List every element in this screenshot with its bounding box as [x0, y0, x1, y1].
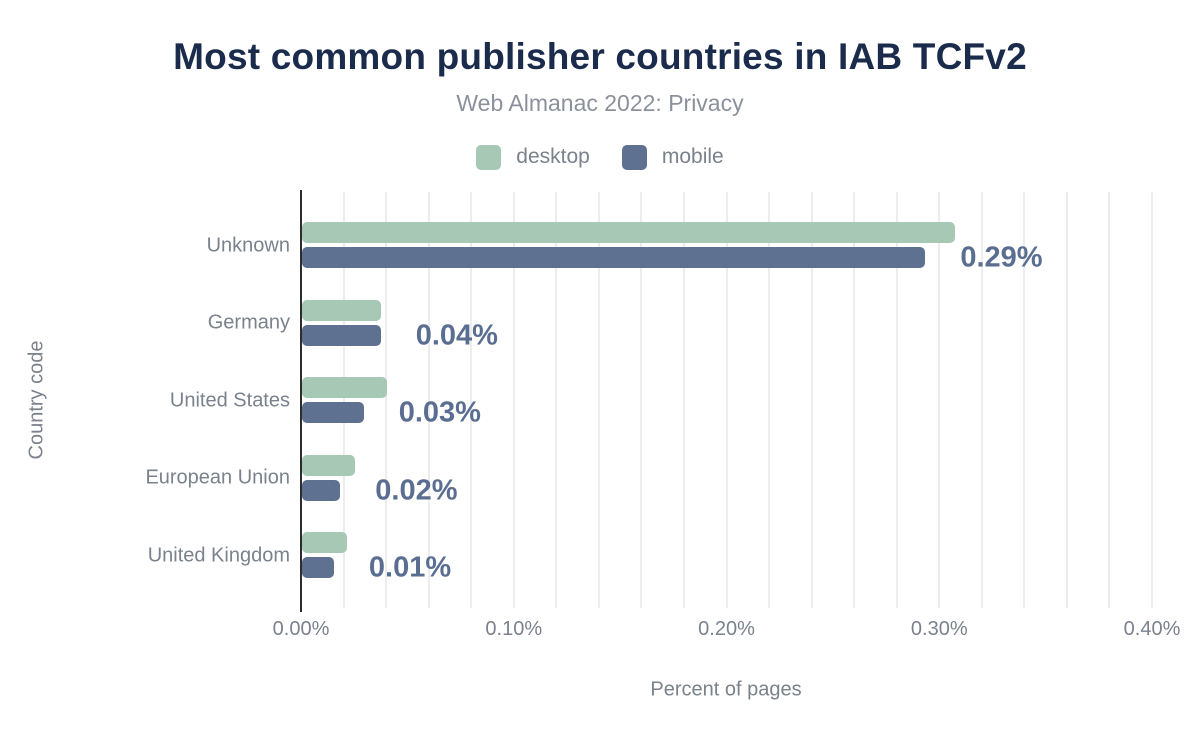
gridline: [682, 192, 685, 608]
y-axis-line: [300, 190, 302, 612]
x-tick-4: 0.40%: [1123, 618, 1181, 640]
gridline: [725, 192, 728, 608]
gridline: [1065, 192, 1068, 608]
bar-mobile-european-union[interactable]: [302, 479, 341, 501]
bar-desktop-european-union[interactable]: [302, 454, 356, 476]
gridline: [1151, 192, 1153, 608]
value-label-germany: 0.04%: [415, 319, 498, 351]
bar-desktop-united-states[interactable]: [302, 377, 388, 398]
category-label-european-union: European Union: [145, 466, 290, 489]
gridline: [427, 192, 430, 608]
legend-swatch-mobile: [621, 144, 647, 170]
bar-mobile-unknown[interactable]: [302, 247, 926, 268]
bar-mobile-united-kingdom[interactable]: [302, 557, 334, 578]
gridline: [342, 192, 345, 608]
gridline: [555, 192, 558, 608]
category-label-united-states: United States: [169, 389, 290, 411]
x-tick-1: 0.10%: [485, 618, 543, 640]
category-label-united-kingdom: United Kingdom: [147, 544, 290, 566]
gridline: [895, 192, 898, 608]
x-tick-3: 0.30%: [910, 618, 968, 640]
value-label-european-union: 0.02%: [375, 474, 458, 506]
x-tick-2: 0.20%: [698, 618, 755, 640]
gridline: [385, 192, 388, 608]
gridline: [597, 192, 600, 608]
gridline: [470, 192, 473, 608]
bar-desktop-united-kingdom[interactable]: [302, 532, 347, 553]
legend-item-mobile: mobile: [621, 144, 724, 170]
gridline: [768, 192, 771, 608]
category-label-germany: Germany: [207, 311, 290, 334]
gridline: [640, 192, 643, 608]
gridline: [938, 192, 941, 608]
value-label-united-kingdom: 0.01%: [368, 551, 452, 584]
legend: desktop mobile: [0, 142, 1200, 172]
legend-item-desktop: desktop: [476, 144, 590, 170]
value-label-united-states: 0.03%: [398, 396, 481, 429]
gridline: [1108, 192, 1111, 608]
bar-desktop-unknown[interactable]: [302, 222, 956, 243]
gridline: [512, 192, 515, 608]
gridline: [853, 192, 856, 608]
x-axis-title: Percent of pages: [650, 678, 802, 701]
bar-desktop-germany[interactable]: [302, 299, 381, 321]
legend-swatch-desktop: [476, 144, 502, 170]
y-axis-title: Country code: [25, 340, 48, 460]
bar-mobile-germany[interactable]: [302, 324, 381, 346]
x-tick-0: 0.00%: [272, 618, 330, 640]
legend-label-mobile: mobile: [661, 145, 724, 168]
gridline: [980, 192, 983, 608]
bar-mobile-united-states[interactable]: [302, 402, 364, 423]
category-label-unknown: Unknown: [206, 234, 290, 256]
gridline: [810, 192, 813, 608]
chart-subtitle: Web Almanac 2022: Privacy: [456, 90, 744, 116]
gridline: [1023, 192, 1026, 608]
value-label-unknown: 0.29%: [960, 241, 1043, 274]
legend-label-desktop: desktop: [516, 145, 590, 168]
chart-title: Most common publisher countries in IAB T…: [173, 36, 1027, 77]
